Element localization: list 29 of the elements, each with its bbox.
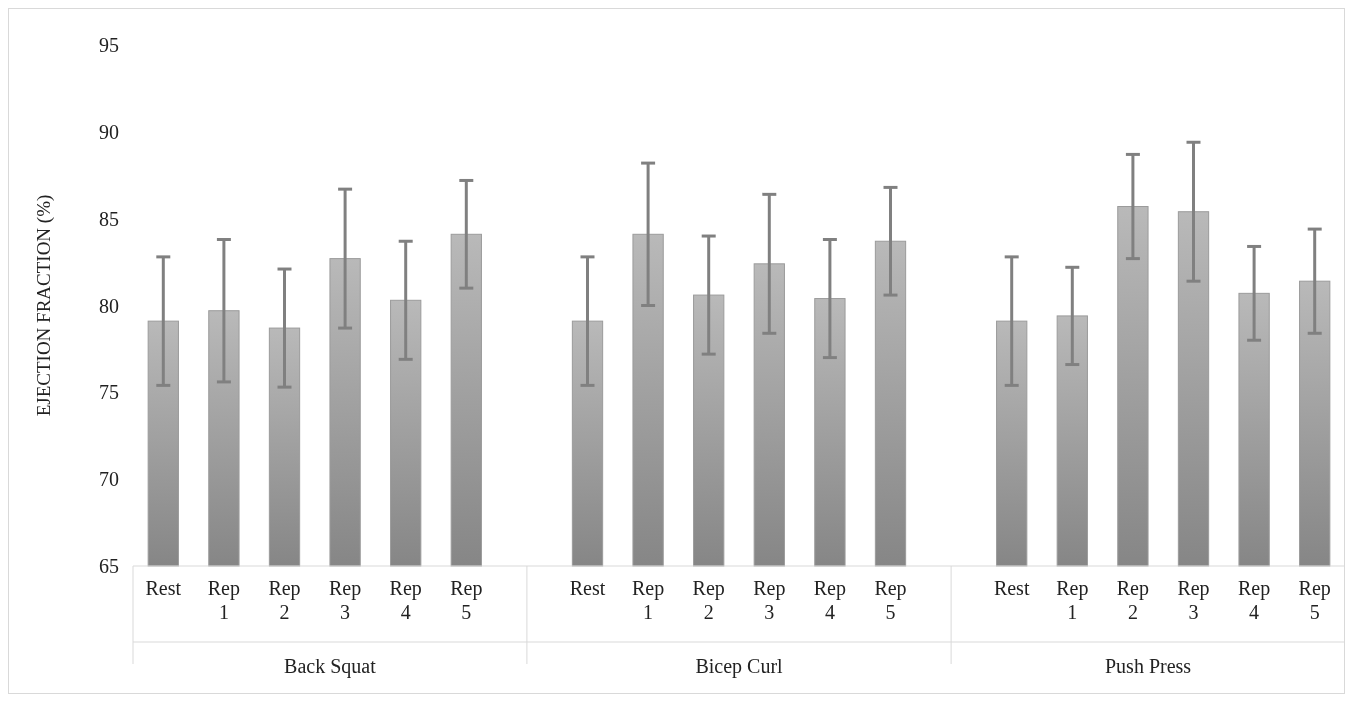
text: Bicep Curl: [695, 655, 784, 678]
y-tick-label: 75: [99, 381, 119, 404]
text: Back Squat: [284, 655, 377, 678]
y-tick-label: 95: [99, 34, 119, 56]
y-tick-label: 90: [99, 120, 119, 143]
x-tick-label: Rest: [569, 577, 606, 599]
x-tick-label: Rep 2: [692, 577, 725, 623]
y-tick-label: 70: [99, 468, 119, 491]
x-tick-label: Rest: [993, 577, 1030, 599]
x-tick-label: Rep 3: [328, 577, 362, 623]
y-tick-label: 85: [99, 207, 119, 230]
x-tick-label: Rep 2: [268, 577, 301, 623]
x-tick-label: Rep 1: [1056, 577, 1089, 623]
y-tick-label: 80: [99, 294, 119, 317]
x-tick-label: Rep 5: [450, 577, 483, 623]
x-tick-label: Rest: [145, 577, 182, 599]
y-tick-label: 65: [99, 555, 119, 577]
y-axis-title: EJECTION FRACTION (%): [33, 194, 55, 417]
x-tick-label: Rep 4: [813, 577, 847, 623]
x-tick-label: Rep 5: [874, 577, 907, 623]
x-tick-label: Rep 3: [753, 577, 786, 623]
x-tick-label: Rep 5: [1298, 577, 1331, 623]
x-tick-label: Rep 3: [1177, 577, 1210, 623]
x-tick-label: Rep 1: [207, 577, 241, 623]
x-tick-label: Rep 1: [631, 577, 665, 623]
text: Push Press: [1104, 655, 1192, 677]
x-tick-label: Rep 4: [389, 577, 422, 623]
x-tick-label: Rep 4: [1237, 577, 1271, 623]
x-tick-label: Rep 2: [1116, 577, 1150, 623]
